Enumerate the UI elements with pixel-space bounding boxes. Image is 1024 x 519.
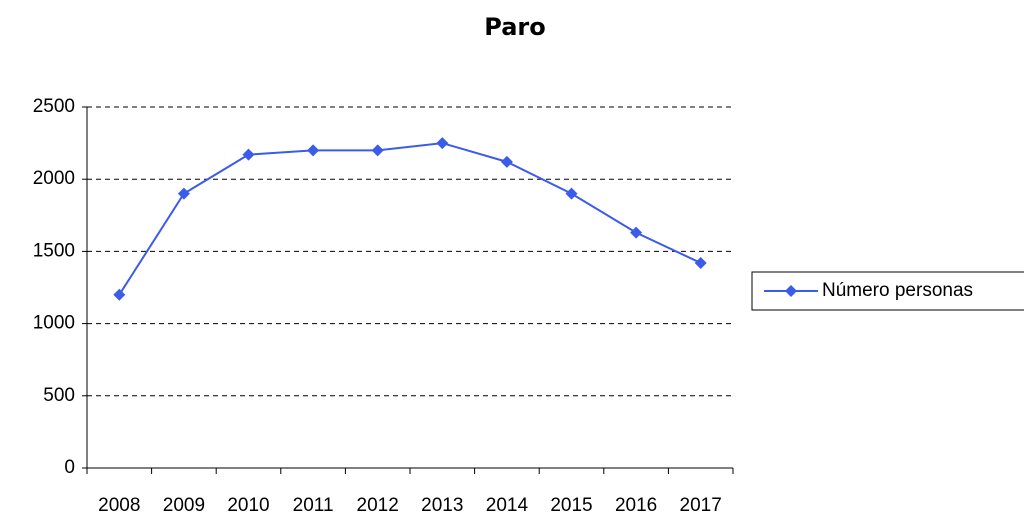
- series-line: [118, 142, 702, 296]
- y-tick-label: 1500: [33, 240, 75, 261]
- x-tick-label: 2009: [163, 495, 205, 516]
- x-tick-label: 2011: [293, 495, 334, 516]
- legend-box: [751, 271, 1024, 311]
- y-tick-label: 0: [64, 457, 75, 478]
- y-tick-label: 1000: [33, 313, 75, 334]
- point-marker: [307, 144, 320, 157]
- point-marker: [500, 155, 513, 168]
- legend-marker: [785, 285, 797, 297]
- chart-title: Paro: [484, 13, 545, 41]
- y-tick-label: 500: [43, 385, 75, 406]
- point-marker: [371, 144, 384, 157]
- point-marker: [630, 226, 643, 239]
- x-tick-label: 2015: [550, 495, 592, 516]
- point-marker: [565, 187, 578, 200]
- x-tick-label: 2010: [227, 495, 269, 516]
- x-tick-label: 2017: [680, 495, 722, 516]
- x-tick-label: 2012: [357, 495, 399, 516]
- point-marker: [177, 187, 190, 200]
- x-tick-label: 2008: [98, 495, 140, 516]
- y-tick-label: 2500: [33, 96, 75, 117]
- x-tick-label: 2013: [421, 495, 463, 516]
- point-marker: [113, 288, 126, 301]
- point-marker: [436, 137, 449, 150]
- point-marker: [694, 256, 707, 269]
- point-marker: [242, 148, 255, 161]
- x-tick-label: 2016: [615, 495, 657, 516]
- y-tick-label: 2000: [33, 168, 75, 189]
- legend-label: Número personas: [822, 280, 973, 301]
- x-tick-label: 2014: [486, 495, 529, 516]
